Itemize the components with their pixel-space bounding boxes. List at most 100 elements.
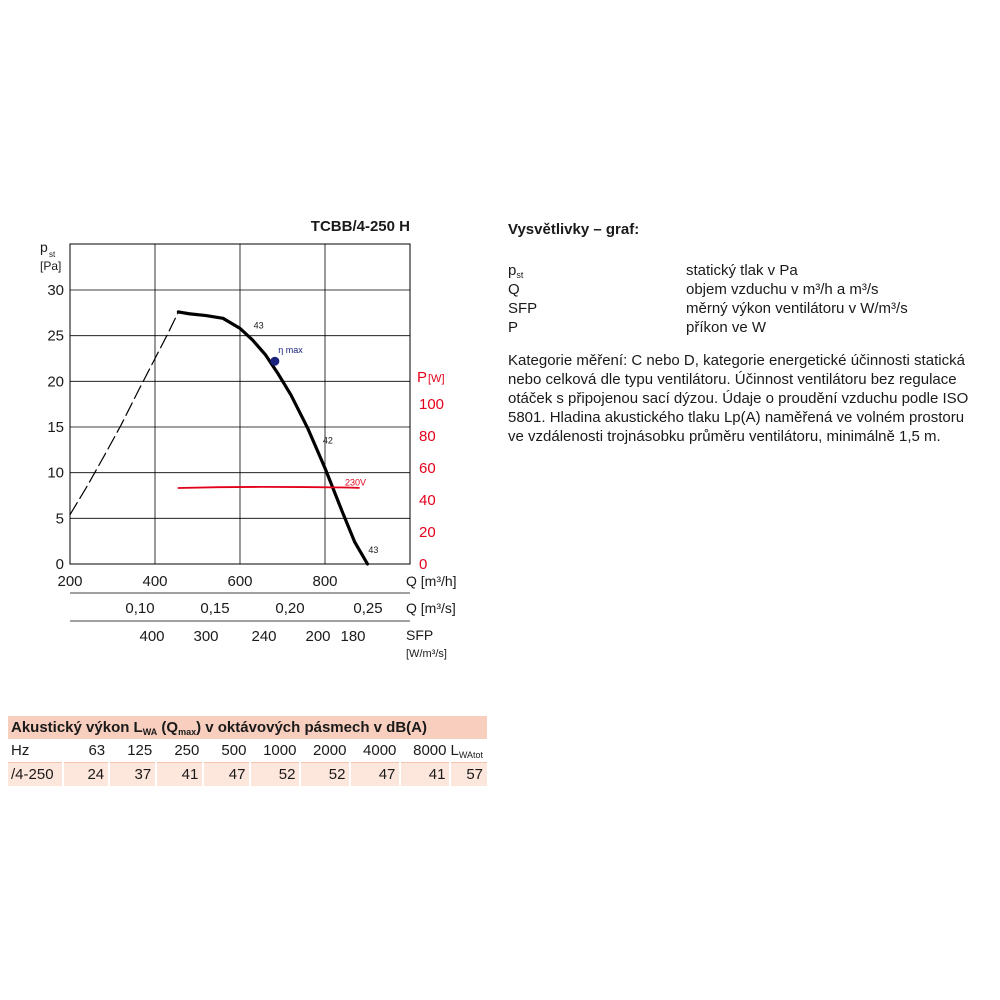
table-cell: /4-250 (8, 762, 63, 786)
table-header-total-sub: WAtot (458, 749, 483, 760)
x-axis-label: Q [m³/h] (406, 573, 457, 589)
table-title-sub: WA (142, 726, 158, 737)
legend-symbol: Q (508, 281, 520, 298)
y-axis-unit: [Pa] (40, 259, 61, 273)
table-cell: 41 (155, 762, 204, 786)
legend-desc: objem vzduchu v m³/h a m³/s (686, 281, 879, 298)
m3s-tick-label: 0,15 (200, 600, 229, 617)
table-row: /4-250 24 37 41 47 52 52 47 41 57 (8, 762, 487, 786)
power-tick-label: 40 (419, 492, 436, 509)
table-header-cell: 4000 (350, 739, 401, 763)
m3s-tick-label: 0,10 (125, 600, 154, 617)
note-line: 5801. Hladina akustického tlaku Lp(A) na… (508, 409, 965, 426)
table-cell: 24 (61, 762, 110, 786)
legend-item: pst statický tlak v Pa (508, 261, 978, 280)
note-line: otáček s připojenou sací dýzou. Údaje o … (508, 390, 969, 407)
y-tick-label: 10 (47, 465, 64, 482)
legend-symbol: SFP (508, 300, 538, 317)
sfp-tick-label: 240 (251, 628, 276, 645)
legend-item: P příkon ve W (508, 318, 978, 337)
x-tick-label: 800 (312, 573, 337, 590)
legend-title: Vysvětlivky – graf: (508, 221, 640, 238)
table-cell: 52 (299, 762, 351, 786)
curve-annotation: 43 (254, 320, 264, 330)
eta-max-point (270, 356, 280, 366)
power-tick-label: 100 (419, 396, 444, 413)
y-tick-label: 5 (56, 510, 64, 527)
power-tick-label: 20 (419, 524, 436, 541)
y-tick-label: 15 (47, 419, 64, 436)
x-tick-label: 200 (57, 573, 82, 590)
table-cell: 41 (399, 762, 451, 786)
sfp-tick-label: 200 (305, 628, 330, 645)
legend-symbol: p (508, 262, 517, 279)
chart-title: TCBB/4-250 H (311, 218, 410, 235)
table-cell: 52 (249, 762, 301, 786)
table-cell: 37 (108, 762, 157, 786)
sfp-axis-label: SFP (406, 627, 433, 643)
power-tick-label: 60 (419, 460, 436, 477)
y-axis-label-sub: st (49, 250, 56, 259)
note-line: ve vzdálenosti trojnásobku průměru venti… (508, 428, 941, 445)
power-axis-unit: [W] (428, 373, 445, 385)
legend-panel: Vysvětlivky – graf: pst statický tlak v … (508, 220, 978, 446)
power-tick-label: 80 (419, 428, 436, 445)
x-tick-label: 600 (227, 573, 252, 590)
table-header-cell: 8000 (400, 739, 451, 763)
table-header-cell: 2000 (300, 739, 351, 763)
sfp-axis-unit: [W/m³/s] (406, 648, 447, 660)
table-cell: 57 (449, 762, 487, 786)
sfp-tick-label: 300 (193, 628, 218, 645)
m3s-tick-label: 0,25 (353, 600, 382, 617)
x-tick-label: 400 (142, 573, 167, 590)
table-header-total: LWAtot (450, 739, 487, 763)
sound-power-table: Akustický výkon LWA (Qmax) v oktávových … (8, 716, 487, 786)
y-tick-label: 25 (47, 328, 64, 345)
legend-desc: měrný výkon ventilátoru v W/m³/s (686, 300, 908, 317)
table-title-text: Akustický výkon L (11, 718, 143, 736)
table-title-row: Akustický výkon LWA (Qmax) v oktávových … (8, 716, 487, 739)
sfp-tick-label: 180 (340, 628, 365, 645)
y-tick-label: 20 (47, 373, 64, 390)
table-header-cell: 250 (156, 739, 204, 763)
legend-desc: příkon ve W (686, 319, 767, 336)
legend-symbol: P (508, 319, 519, 336)
legend-symbol-sub: st (516, 270, 524, 280)
table-title-sub: max (178, 726, 197, 737)
table-header-cell: 63 (62, 739, 110, 763)
legend-item: Q objem vzduchu v m³/h a m³/s (508, 280, 978, 299)
curve-annotation: 43 (368, 545, 378, 555)
power-curve (177, 485, 360, 489)
table-header-cell: 500 (203, 739, 251, 763)
unstable-region-curve (69, 311, 179, 516)
table-header-cell: 125 (109, 739, 157, 763)
legend-desc: statický tlak v Pa (686, 262, 798, 279)
curve-annotation: 230V (345, 478, 366, 488)
table-header-cell: 1000 (250, 739, 301, 763)
table-cell: 47 (349, 762, 401, 786)
sfp-tick-label: 400 (139, 628, 164, 645)
table-header-row: Hz 63 125 250 500 1000 2000 4000 8000 LW… (8, 739, 487, 763)
pressure-curve (176, 310, 370, 566)
table-header-total-label: L (450, 741, 459, 759)
power-tick-label: 0 (419, 556, 427, 573)
power-axis-label: P (417, 369, 427, 386)
legend-note: Kategorie měření: C nebo D, kategorie en… (508, 351, 968, 446)
note-line: Kategorie měření: C nebo D, kategorie en… (508, 352, 965, 369)
table-cell: 47 (202, 762, 251, 786)
curve-annotation: η max (278, 345, 303, 355)
table-header-cell: Hz (8, 739, 63, 763)
curve-annotation: 42 (323, 435, 333, 445)
legend-item: SFP měrný výkon ventilátoru v W/m³/s (508, 299, 978, 318)
y-axis-label: p (40, 239, 48, 255)
m3s-tick-label: 0,20 (275, 600, 304, 617)
y-tick-label: 0 (56, 556, 64, 573)
table-title: Akustický výkon LWA (Qmax) v oktávových … (8, 716, 487, 739)
m3s-axis-label: Q [m³/s] (406, 600, 456, 616)
legend-items: pst statický tlak v Pa Q objem vzduchu v… (508, 261, 978, 337)
y-tick-label: 30 (47, 282, 64, 299)
note-line: nebo celková dle typu ventilátoru. Účinn… (508, 371, 957, 388)
table-title-text: ) v oktávových pásmech v dB(A) (196, 718, 427, 736)
table-title-text: (Q (157, 718, 179, 736)
